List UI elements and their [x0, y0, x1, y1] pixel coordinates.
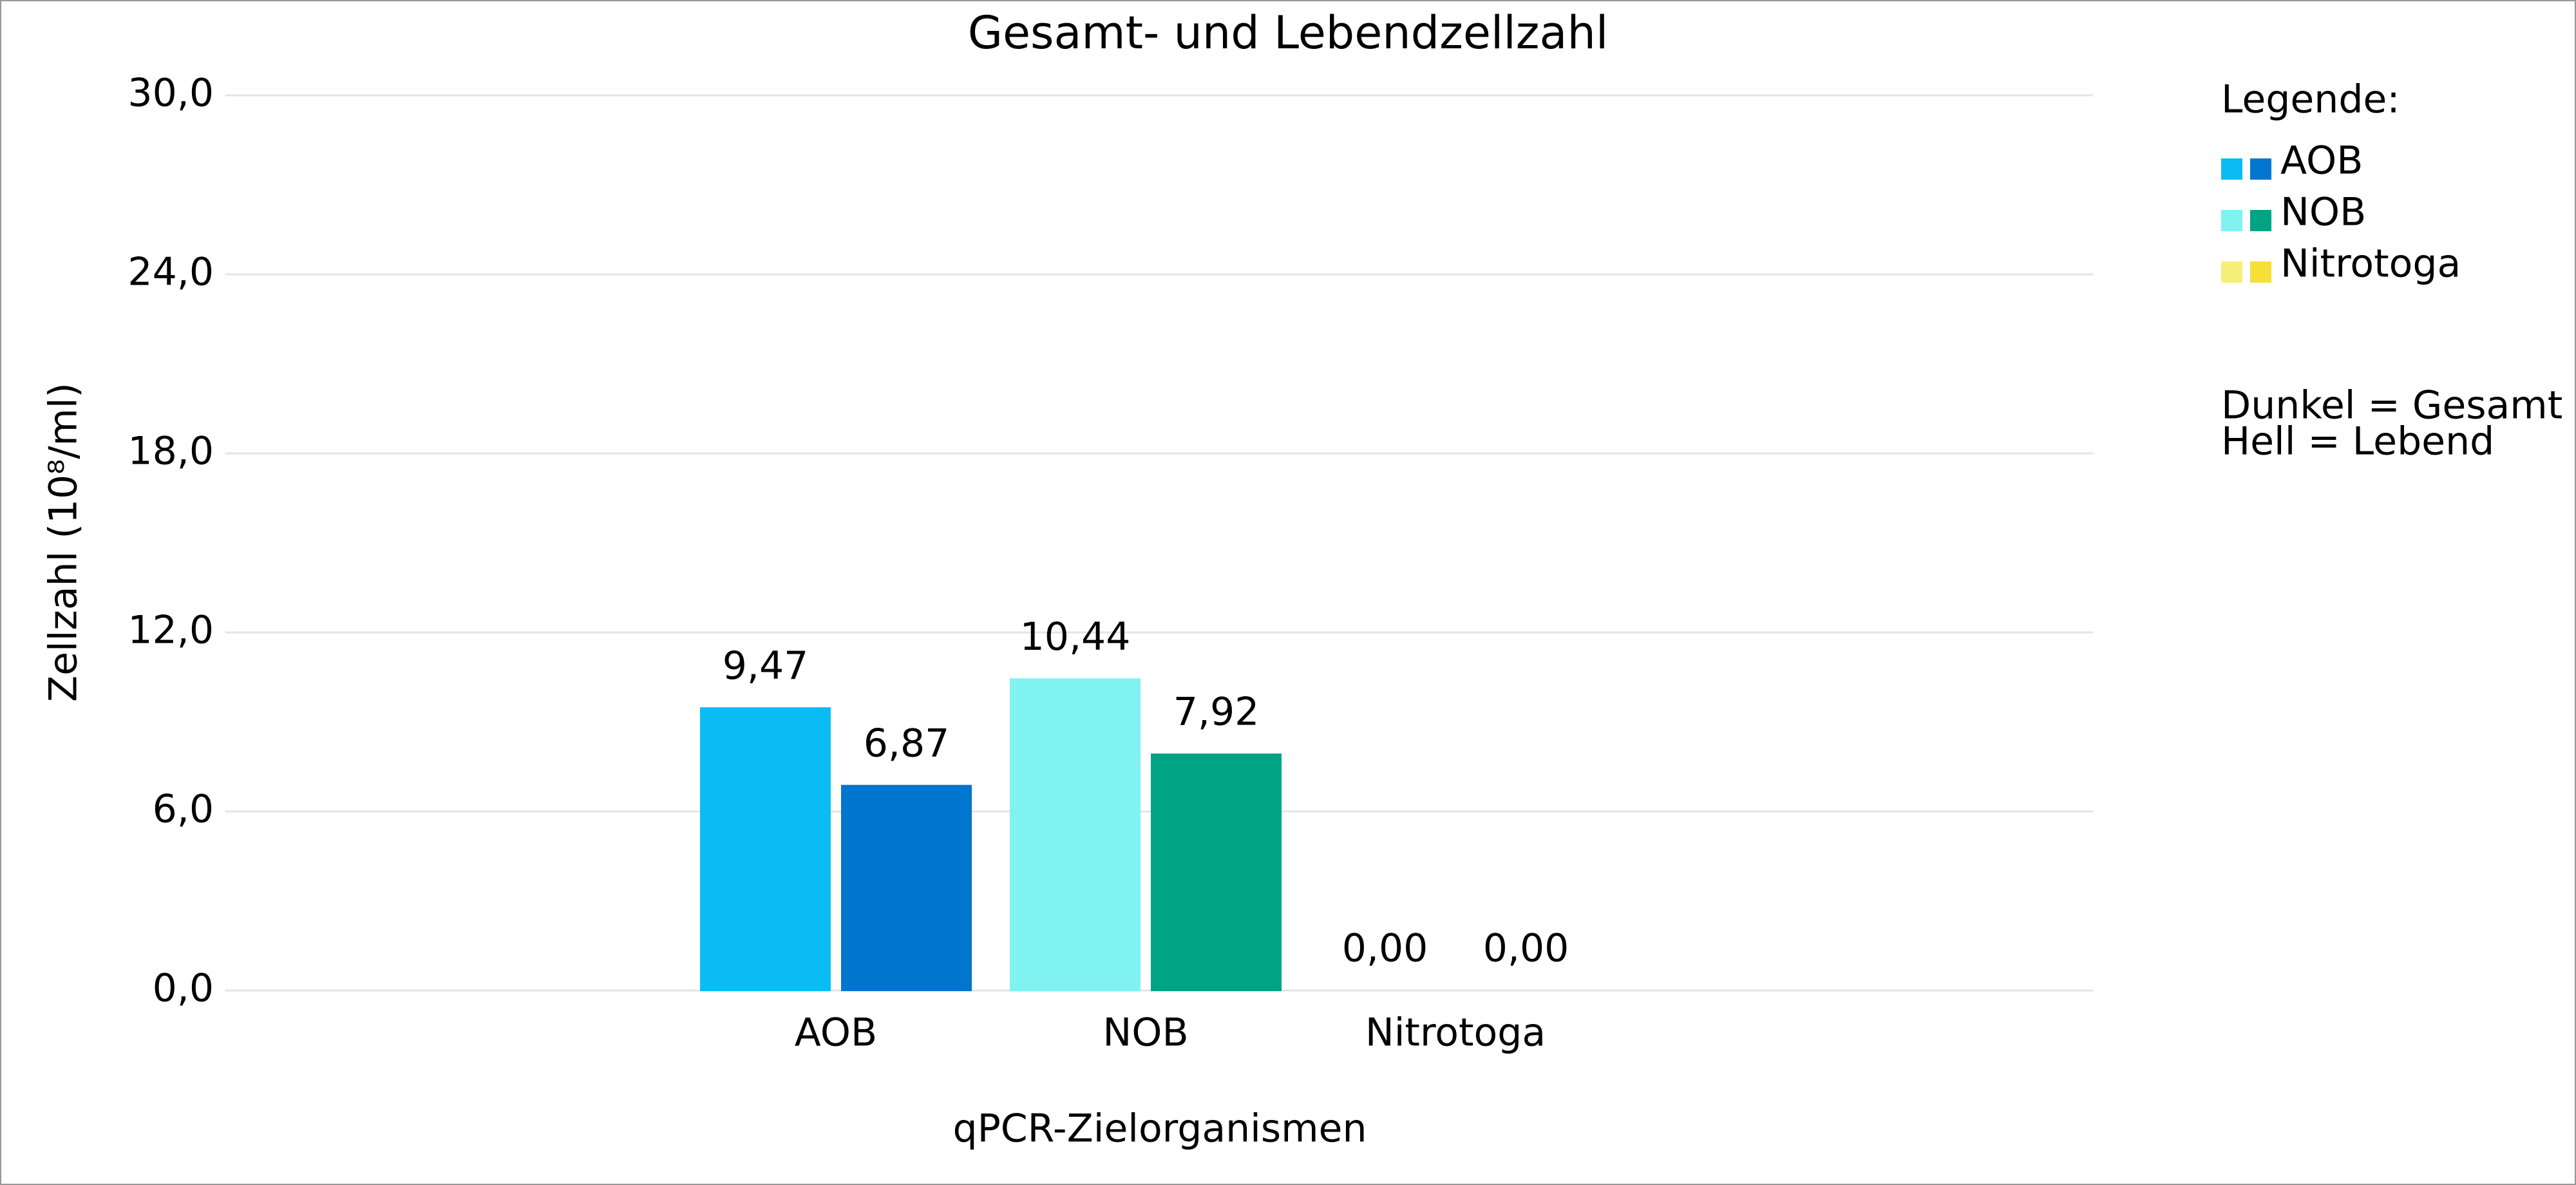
legend-swatch [2250, 210, 2271, 231]
value-label: 9,47 [723, 643, 809, 688]
legend-label: AOB [2280, 138, 2363, 184]
bar [841, 784, 972, 991]
chart-title: Gesamt- und Lebendzellzahl [968, 6, 1609, 59]
legend-swatch [2221, 210, 2242, 231]
legend-title: Legende: [2221, 77, 2400, 122]
value-label: 0,00 [1342, 926, 1428, 971]
legend-swatch [2250, 261, 2271, 283]
x-tick-label: NOB [1103, 1010, 1188, 1056]
value-label: 0,00 [1483, 926, 1569, 971]
bar [1010, 678, 1141, 992]
legend-label: Nitrotoga [2280, 242, 2461, 287]
legend-swatch [2221, 158, 2242, 180]
legend-swatch [2250, 158, 2271, 180]
x-tick-label: Nitrotoga [1365, 1010, 1546, 1056]
y-tick-label: 0,0 [153, 966, 214, 1011]
legend-note: Hell = Lebend [2221, 419, 2494, 464]
y-tick-label: 12,0 [128, 608, 214, 653]
legend-label: NOB [2280, 190, 2366, 235]
x-axis-label: qPCR-Zielorganismen [953, 1106, 1367, 1152]
y-tick-label: 6,0 [153, 787, 214, 832]
y-tick-label: 30,0 [128, 71, 214, 116]
value-label: 10,44 [1020, 614, 1131, 659]
bar [700, 707, 831, 992]
y-tick-label: 18,0 [128, 429, 214, 474]
x-tick-label: AOB [795, 1010, 877, 1056]
value-label: 7,92 [1173, 690, 1260, 735]
value-label: 6,87 [864, 721, 950, 766]
y-tick-label: 24,0 [128, 250, 214, 295]
y-axis-label: Zellzahl (10⁸/ml) [41, 383, 86, 702]
legend-swatch [2221, 261, 2242, 283]
legend-note: Dunkel = Gesamt [2221, 383, 2562, 428]
bar [1151, 754, 1282, 992]
